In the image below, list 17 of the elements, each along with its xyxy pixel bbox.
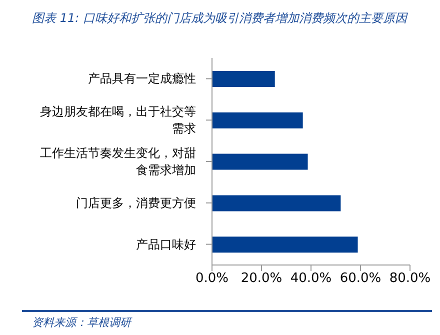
chart-title: 图表 11: 口味好和扩张的门店成为吸引消费者增加消费频次的主要原因	[32, 10, 407, 27]
x-tick-label: 0.0%	[195, 271, 229, 286]
x-tick-label: 80.0%	[389, 271, 431, 286]
x-tick-label: 20.0%	[240, 271, 282, 286]
bar	[212, 236, 358, 253]
bar	[212, 154, 308, 170]
y-tick-label: 产品口味好	[136, 237, 196, 252]
y-tick-label: 工作生活节奏发生变化，对甜食需求增加	[40, 146, 196, 177]
bar	[212, 71, 275, 87]
bar	[212, 195, 341, 212]
text: 资料来源：草根调研	[32, 315, 131, 330]
x-tick-label: 60.0%	[340, 271, 382, 286]
bar	[212, 112, 303, 128]
y-tick-label: 门店更多，消费更方便	[76, 196, 196, 210]
x-tick-label: 40.0%	[290, 271, 332, 286]
y-tick-label: 产品具有一定成瘾性	[88, 72, 196, 86]
y-tick-label: 身边朋友都在喝，出于社交等需求	[40, 104, 196, 136]
